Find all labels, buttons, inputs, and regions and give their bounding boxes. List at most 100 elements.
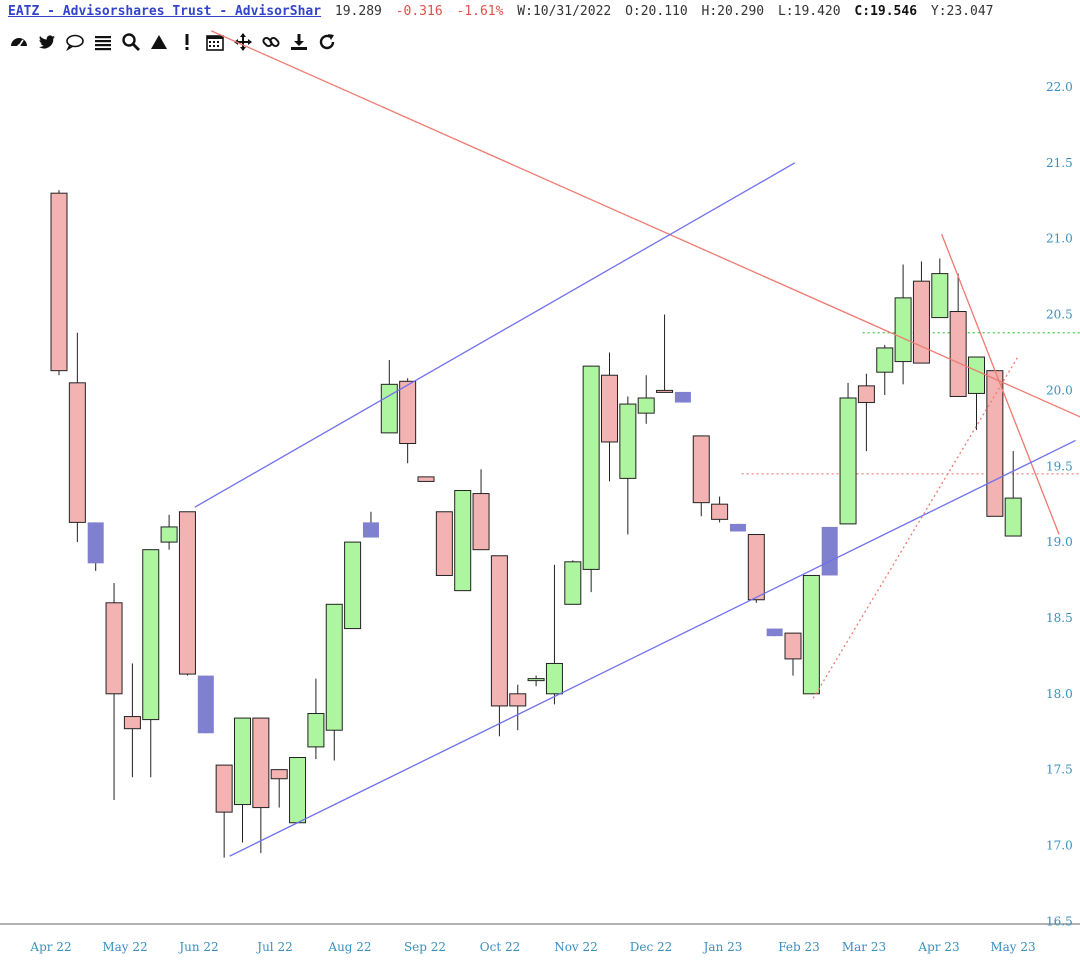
x-tick-label: May 23 xyxy=(990,940,1035,954)
candle[interactable] xyxy=(178,511,196,676)
candle[interactable] xyxy=(545,564,563,705)
candle-body xyxy=(380,383,398,434)
twitter-icon[interactable] xyxy=(36,31,58,53)
candle[interactable] xyxy=(601,352,618,482)
candle[interactable] xyxy=(527,675,545,687)
red-dotted-uptrend-line[interactable] xyxy=(812,355,1020,699)
alert-icon[interactable] xyxy=(176,31,198,53)
red-short-downtrend-line[interactable] xyxy=(941,233,1060,535)
price-change-pct: -1.61% xyxy=(456,4,504,19)
low-label: L: xyxy=(777,4,794,19)
comment-icon[interactable] xyxy=(64,31,86,53)
candle[interactable] xyxy=(454,490,472,592)
candle[interactable] xyxy=(362,511,379,538)
y-value: 23.047 xyxy=(946,4,994,19)
candle-body xyxy=(839,397,857,525)
blue-channel-lower-line[interactable] xyxy=(229,439,1076,857)
y-tick-label: 17.5 xyxy=(1046,763,1073,777)
search-icon[interactable] xyxy=(120,31,142,53)
refresh-icon[interactable] xyxy=(316,31,338,53)
candle[interactable] xyxy=(582,365,600,593)
candle[interactable] xyxy=(417,476,435,482)
candle[interactable] xyxy=(142,549,160,778)
y-tick-label: 16.5 xyxy=(1046,914,1073,928)
candle[interactable] xyxy=(325,603,343,761)
calendar-icon[interactable] xyxy=(204,31,226,53)
candle[interactable] xyxy=(894,264,912,385)
x-tick-label: Apr 23 xyxy=(917,940,959,954)
download-icon[interactable] xyxy=(288,31,310,53)
candle[interactable] xyxy=(509,684,527,731)
x-tick-label: Jan 23 xyxy=(702,940,743,954)
candle[interactable] xyxy=(289,757,307,824)
candle[interactable] xyxy=(252,717,270,854)
red-downtrend-line[interactable] xyxy=(211,30,1080,489)
candle[interactable] xyxy=(821,526,838,576)
candle[interactable] xyxy=(307,678,325,760)
candle[interactable] xyxy=(1004,451,1022,537)
candle[interactable] xyxy=(68,332,86,543)
triangle-icon[interactable] xyxy=(148,31,170,53)
candle[interactable] xyxy=(50,190,68,376)
candle[interactable] xyxy=(766,628,783,637)
list-icon[interactable] xyxy=(92,31,114,53)
candle[interactable] xyxy=(656,314,674,393)
candle[interactable] xyxy=(123,663,141,778)
candle-body xyxy=(1004,497,1022,537)
candle[interactable] xyxy=(197,675,214,734)
candle[interactable] xyxy=(637,375,655,424)
candle-body xyxy=(50,192,68,372)
candle[interactable] xyxy=(344,541,362,630)
candle[interactable] xyxy=(729,523,746,532)
candle[interactable] xyxy=(619,396,637,535)
candle[interactable] xyxy=(270,769,288,808)
candle[interactable] xyxy=(912,261,930,364)
y-tick-label: 19.0 xyxy=(1046,535,1073,549)
candle[interactable] xyxy=(802,574,820,695)
x-axis: Apr 22 May 22 Jun 22 Jul 22 Aug 22 Sep 22 Oct … xyxy=(29,940,1035,954)
candle[interactable] xyxy=(399,378,417,464)
candle[interactable] xyxy=(747,534,765,603)
candle[interactable] xyxy=(490,555,508,737)
x-tick-label: Jul 22 xyxy=(255,940,292,954)
candle-body xyxy=(123,716,141,730)
candle-body xyxy=(821,526,838,576)
x-tick-label: Feb 23 xyxy=(778,940,820,954)
link-icon[interactable] xyxy=(260,31,282,53)
candle[interactable] xyxy=(692,435,710,517)
candle[interactable] xyxy=(105,583,123,800)
candle[interactable] xyxy=(234,717,251,843)
candle[interactable] xyxy=(87,522,104,571)
y-tick-label: 22.0 xyxy=(1046,80,1073,94)
candle[interactable] xyxy=(839,382,857,525)
candle[interactable] xyxy=(876,344,894,395)
candle[interactable] xyxy=(215,764,233,858)
candle[interactable] xyxy=(784,632,802,676)
candle[interactable] xyxy=(857,373,875,452)
price-change: -0.316 xyxy=(395,4,443,19)
candle[interactable] xyxy=(472,469,490,551)
candle[interactable] xyxy=(160,514,178,550)
candle[interactable] xyxy=(711,496,729,523)
candle-body xyxy=(307,713,325,748)
open-value: 20.110 xyxy=(640,4,688,19)
candle[interactable] xyxy=(986,370,1004,517)
symbol-title-link[interactable]: EATZ - Advisorshares Trust - AdvisorShar xyxy=(8,4,322,19)
candle[interactable] xyxy=(931,258,949,319)
dashboard-icon[interactable] xyxy=(8,31,30,53)
candle[interactable] xyxy=(380,360,398,434)
candle-body xyxy=(857,385,875,404)
blue-channel-upper-line[interactable] xyxy=(194,162,796,508)
candle-body xyxy=(692,435,710,504)
x-tick-label: Nov 22 xyxy=(554,940,598,954)
candle-body xyxy=(802,574,820,695)
x-tick-label: Sep 22 xyxy=(404,940,446,954)
candle[interactable] xyxy=(968,356,985,430)
candle[interactable] xyxy=(564,560,582,605)
candle[interactable] xyxy=(949,273,967,397)
candle[interactable] xyxy=(435,511,453,576)
candle-body xyxy=(178,511,196,675)
y-tick-label: 17.0 xyxy=(1046,839,1073,853)
candle[interactable] xyxy=(674,391,691,403)
